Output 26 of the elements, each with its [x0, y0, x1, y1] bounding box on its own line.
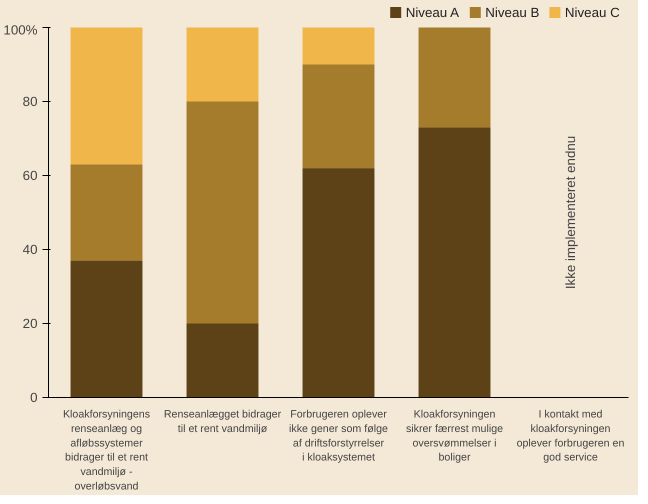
- bar: [418, 127, 490, 398]
- x-tick-label: Kloakforsyningen sikrer færrest mulige oversvømmelser i boliger: [406, 408, 504, 464]
- x-tick-label: Renseanlægget bidrager til et rent vandmiljø: [164, 408, 282, 435]
- y-tick-label: 40: [22, 242, 38, 257]
- annotation: Ikke implementeret endnu: [563, 136, 578, 290]
- legend-label: Niveau B: [485, 5, 540, 20]
- x-tick-label: I kontakt med kloakforsyningen oplever forbrugeren en god service: [516, 408, 624, 464]
- y-tick-label: 80: [22, 94, 38, 109]
- legend-label: Niveau A: [406, 5, 460, 20]
- bar: [302, 28, 374, 64]
- y-tick-label: 20: [22, 316, 38, 331]
- bar: [186, 324, 258, 398]
- bar: [70, 28, 142, 164]
- bar: [186, 102, 258, 324]
- y-tick-label: 0: [30, 390, 38, 405]
- bar: [186, 28, 258, 102]
- bar: [70, 260, 142, 398]
- y-tick-label: 60: [22, 168, 38, 183]
- legend-label: Niveau C: [564, 5, 620, 20]
- bar: [418, 28, 490, 128]
- x-tick-label: Forbrugeren oplever ikke gener som følge af driftsforstyrrelser i kloaksystemet: [289, 408, 388, 464]
- bar: [302, 64, 374, 168]
- bar: [302, 168, 374, 398]
- bar: [70, 164, 142, 261]
- y-tick-label: 100%: [3, 22, 38, 38]
- x-tick-label: Kloakforsyningens renseanlæg og afløbssystemer bidrager til et rent vandmiljø - overløbsvand: [62, 408, 150, 492]
